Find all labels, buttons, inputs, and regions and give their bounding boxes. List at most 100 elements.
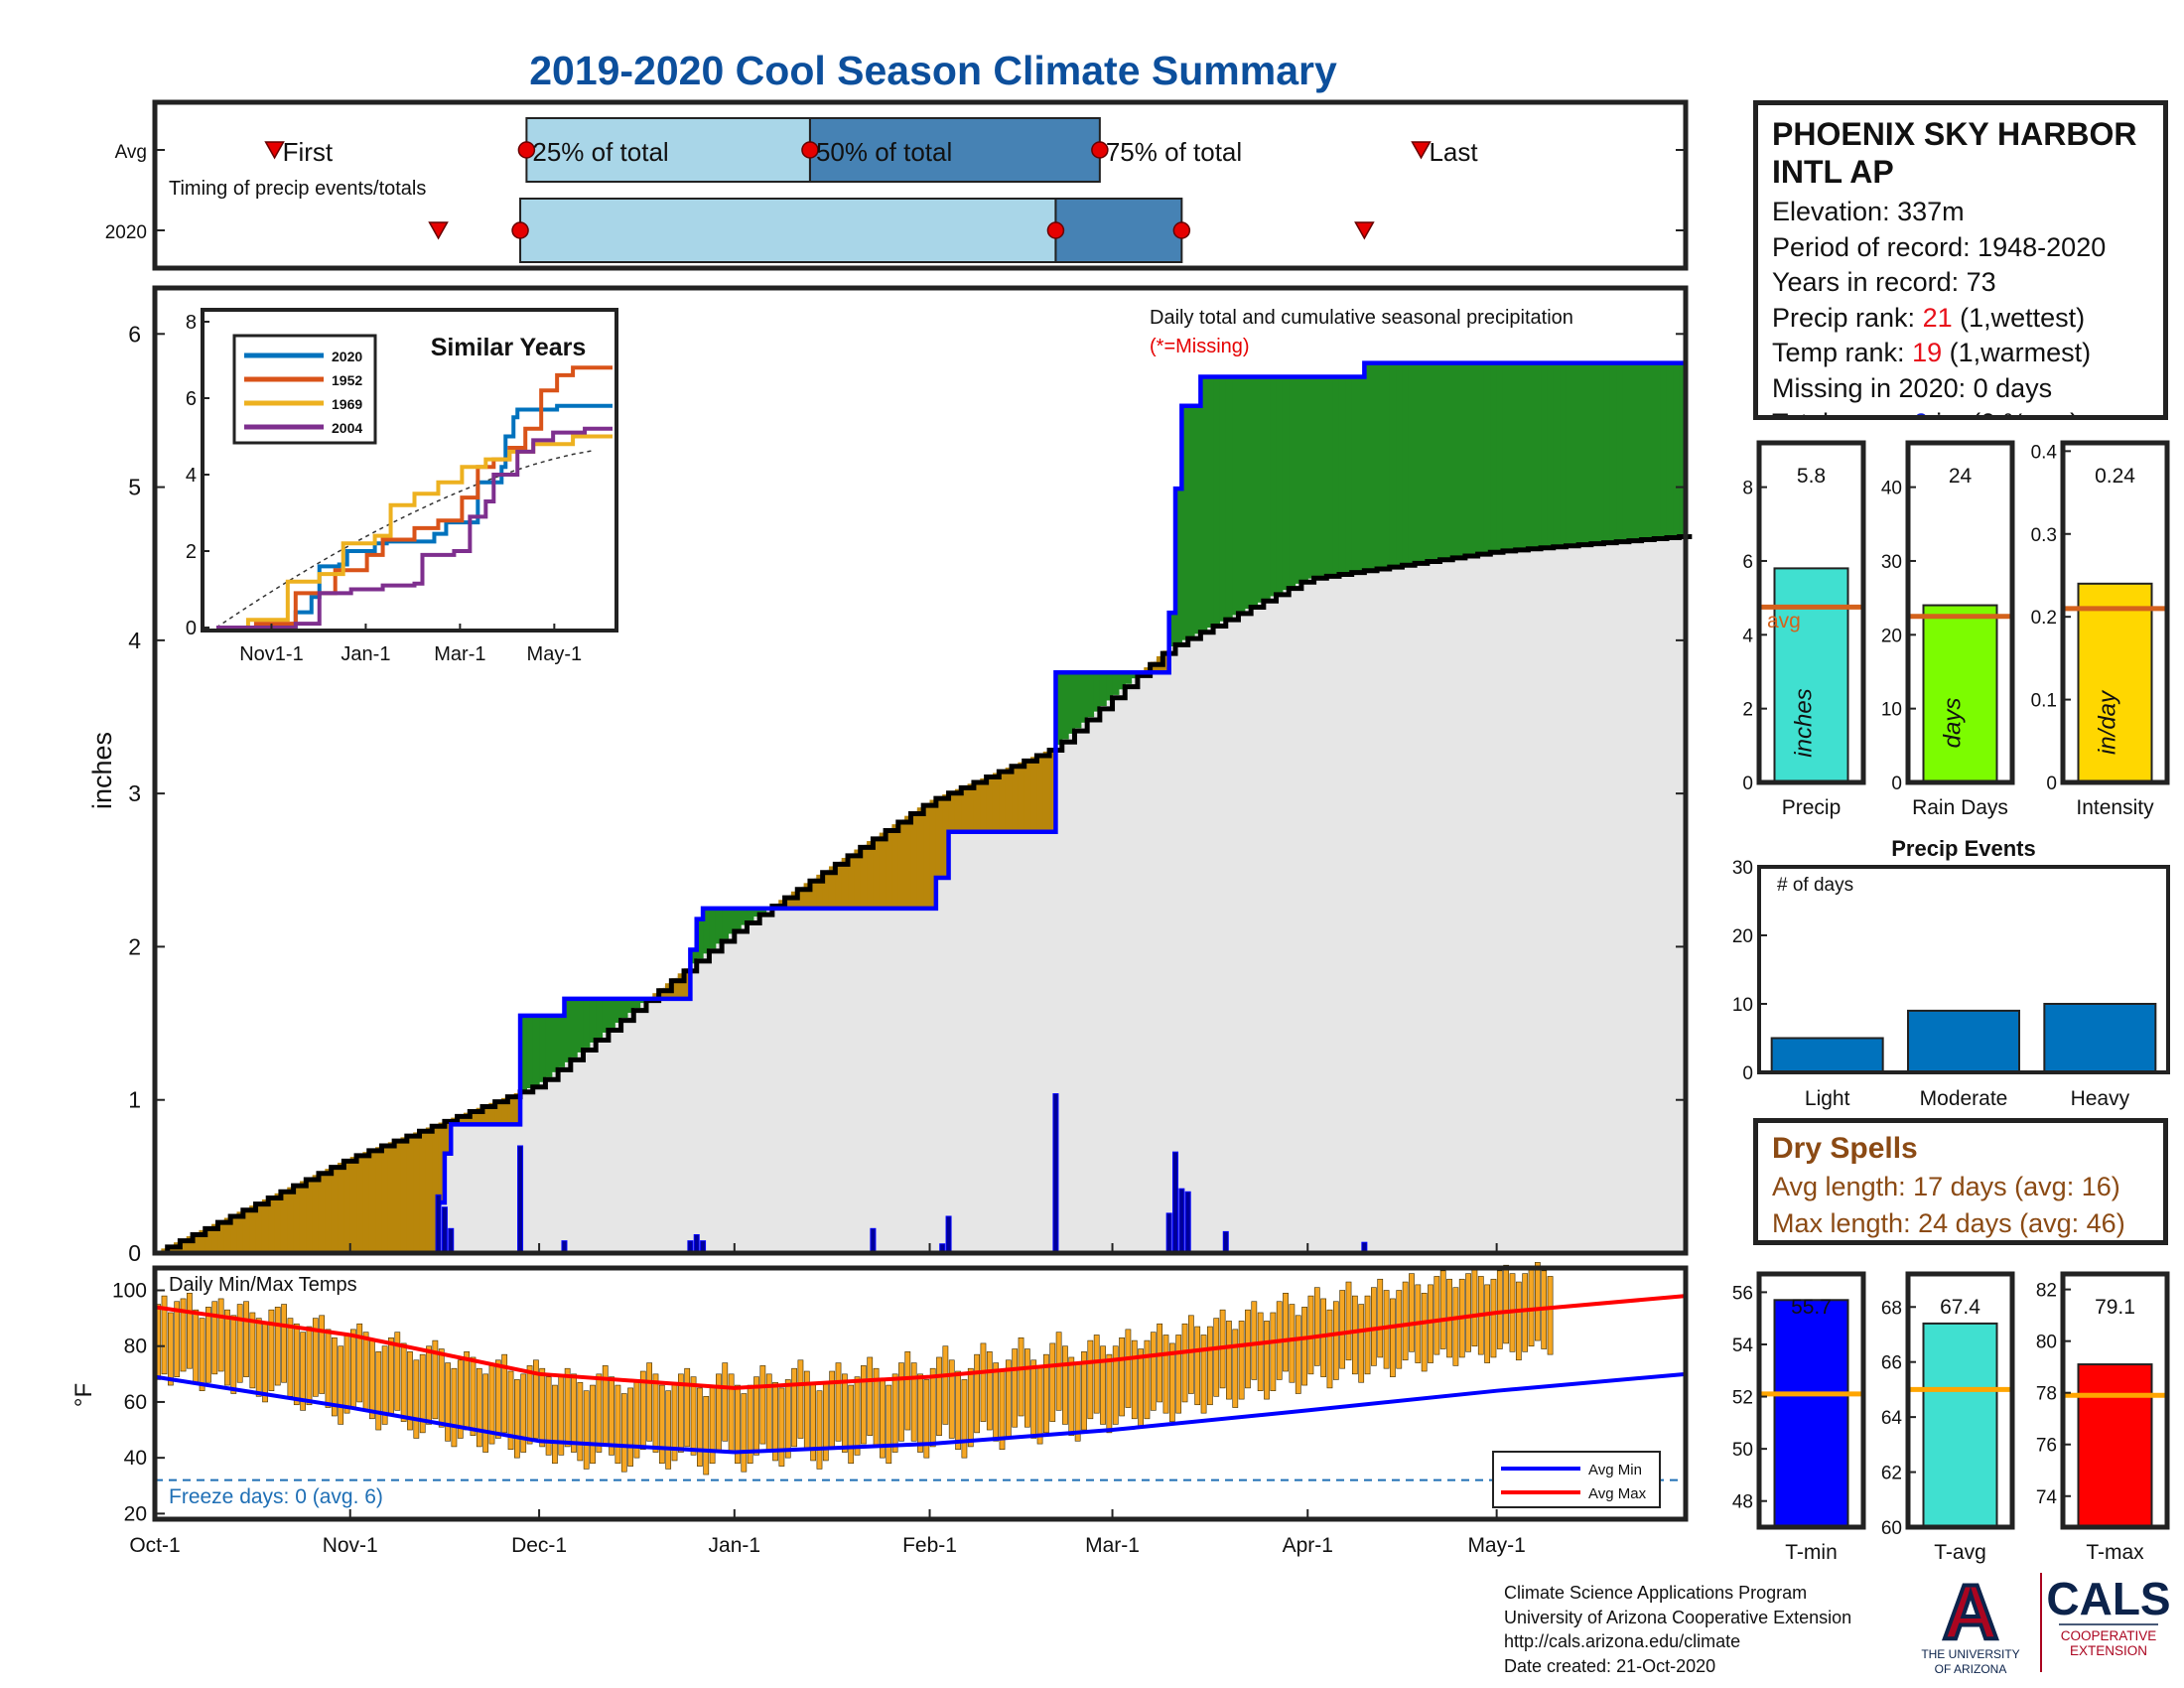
station-name-line2: INTL AP [1772,154,1894,190]
below-average-fill [406,1134,414,1253]
below-average-fill [331,1166,339,1253]
temps-ytick-label: 80 [124,1336,147,1358]
above-average-fill [589,998,597,1043]
above-average-fill [1093,672,1101,712]
below-average-fill [954,788,962,832]
daily-temp-bar [974,1353,980,1434]
daily-temp-bar [438,1348,445,1428]
daily-temp-bar [854,1376,861,1456]
raindays-ytick-label: 20 [1881,626,1902,646]
below-average-fill [287,1187,295,1253]
inset-title: Similar Years [431,334,587,361]
daily-temp-bar [476,1367,482,1448]
daily-temp-bar [1213,1318,1220,1397]
tmin-bar [1773,1299,1849,1529]
daily-temp-bar [287,1318,294,1397]
below-average-fill [419,1129,427,1253]
intensity-value: 0.24 [2095,465,2135,488]
daily-temp-bar [797,1359,804,1439]
daily-temp-bar [1465,1273,1471,1352]
above-average-fill [1584,362,1592,544]
raindays-ytick-label: 0 [1891,774,1902,794]
daily-temp-bar [312,1318,319,1397]
daily-temp-bar [1301,1307,1307,1386]
above-average-fill [1660,362,1668,538]
daily-temp-bar [571,1373,577,1453]
daily-temp-bar [1030,1359,1037,1439]
daily-temp-bar [609,1376,614,1456]
below-average-fill [375,1147,383,1253]
timeline-first-label: First [283,137,334,167]
daily-precip-bar [1052,1093,1059,1254]
above-average-fill [1074,672,1082,729]
below-average-fill [1030,757,1037,832]
below-average-fill [860,845,868,909]
daily-precip-bar [1172,1151,1178,1254]
above-average-fill [690,949,698,964]
daily-temp-bar [464,1351,470,1431]
snow-value: 0 [1914,408,1929,415]
daily-temp-bar [1131,1339,1138,1420]
daily-temp-bar [1535,1262,1541,1341]
daily-temp-bar [217,1298,224,1372]
above-average-fill [1099,672,1107,707]
temp-rank-row: Temp rank: 19 (1,warmest) [1772,336,2149,371]
logo-divider [2040,1573,2042,1672]
precip-ytick-label: 2 [1742,700,1753,721]
above-average-fill [1433,362,1441,561]
temps-xtick-label: Nov-1 [323,1534,378,1557]
daily-temp-bar [268,1309,275,1391]
above-average-fill [583,998,591,1048]
credits-line1: Climate Science Applications Program [1504,1583,1808,1603]
daily-temp-bar [193,1309,200,1383]
precip-label: Precip [1782,796,1842,819]
above-average-fill [1131,672,1139,679]
daily-temp-bar [614,1384,621,1465]
daily-temp-bar [1005,1359,1012,1439]
below-average-fill [1012,765,1019,832]
above-average-fill [1471,362,1479,555]
above-average-fill [1244,376,1252,610]
below-average-fill [835,862,843,909]
daily-temp-bar [759,1365,766,1445]
avg-min-line [154,1371,1687,1455]
temps-title: Daily Min/Max Temps [169,1274,357,1296]
daily-temp-bar [784,1379,791,1459]
daily-temp-bar [1181,1323,1188,1403]
tmin-frame [1756,1271,1866,1530]
daily-temp-bar [1270,1312,1277,1391]
daily-temp-bar [526,1365,533,1445]
below-average-fill [356,1154,364,1253]
above-average-fill [1496,362,1504,552]
tavg-ytick-label: 60 [1881,1518,1902,1539]
daily-temp-bar [167,1312,174,1386]
daily-temp-bar [1345,1281,1352,1361]
above-average-fill [1464,362,1472,556]
daily-precip-bar [870,1227,877,1254]
above-average-fill [1219,376,1227,622]
dry-spells-max-length: Max length: 24 days (avg: 46) [1772,1208,2125,1238]
below-average-fill [180,1239,188,1253]
main-ytick-label: 3 [128,780,141,806]
below-average-fill [1036,754,1044,832]
precip-value: 5.8 [1797,465,1826,488]
inset-frame [201,308,618,633]
daily-temp-bar [1490,1278,1497,1358]
daily-temp-bar [1307,1295,1314,1375]
daily-temp-bar [331,1336,338,1417]
below-average-fill [1150,661,1158,673]
above-average-fill [1282,376,1290,591]
below-average-fill [822,870,830,909]
daily-temp-bar [1326,1309,1333,1389]
below-average-fill [980,777,988,832]
daily-temp-bar [690,1376,697,1456]
intensity-ytick-label: 0 [2046,774,2057,794]
daily-temp-bar [1055,1332,1062,1411]
daily-temp-bar [620,1393,627,1473]
daily-temp-bar [1012,1348,1019,1428]
above-average-fill [1313,376,1321,578]
daily-temp-bar [1081,1351,1087,1431]
daily-temp-bar [590,1384,596,1465]
daily-temp-bar [255,1318,262,1397]
daily-temp-bar [1036,1365,1043,1445]
